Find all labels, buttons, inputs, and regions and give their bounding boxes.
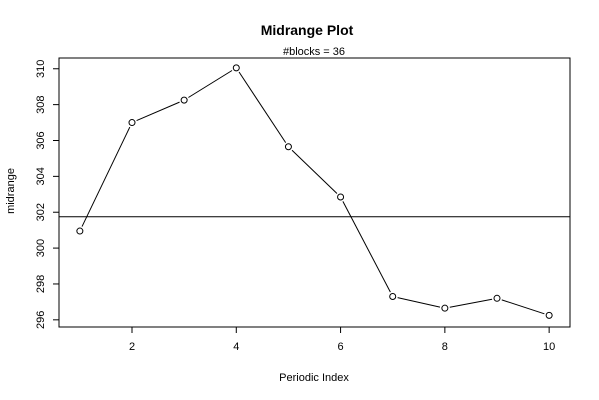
data-point	[545, 311, 553, 319]
plot-frame	[58, 57, 571, 328]
series-line-segment	[136, 101, 180, 122]
data-point	[284, 143, 292, 151]
y-tick-label: 304	[35, 167, 47, 185]
plot-area	[59, 64, 570, 319]
x-tick-label: 2	[129, 341, 135, 353]
series-line-segment	[81, 126, 131, 227]
series-line-segment	[397, 297, 441, 308]
x-tick-label: 4	[233, 341, 239, 353]
chart-subtitle: #blocks = 36	[283, 46, 345, 58]
series-line-segment	[238, 71, 287, 143]
data-point	[337, 193, 345, 201]
y-tick-label: 302	[35, 203, 47, 221]
x-axis: 2 4 6 8 10	[129, 327, 555, 353]
y-tick-label: 310	[35, 60, 47, 78]
y-tick-label: 300	[35, 239, 47, 257]
series-line-segment	[501, 299, 545, 315]
series-line-segment	[291, 149, 338, 194]
x-tick-label: 6	[338, 341, 344, 353]
series-line-segment	[449, 298, 493, 308]
x-tick-label: 8	[442, 341, 448, 353]
y-axis-label: midrange	[5, 168, 17, 214]
data-point	[493, 294, 501, 302]
data-point	[232, 64, 240, 72]
data-point	[128, 119, 136, 127]
data-point	[76, 227, 84, 235]
data-point	[441, 304, 449, 312]
series-line-segment	[188, 70, 233, 98]
y-tick-label: 308	[35, 95, 47, 113]
x-axis-label: Periodic Index	[279, 372, 349, 384]
x-tick-label: 10	[543, 341, 555, 353]
data-point	[389, 293, 397, 301]
y-tick-label: 306	[35, 131, 47, 149]
y-tick-label: 296	[35, 311, 47, 329]
chart-title: Midrange Plot	[261, 22, 354, 38]
series-line-segment	[342, 201, 391, 293]
y-axis: 296 298 300 302 304 306 308 310	[35, 60, 59, 329]
data-point	[180, 96, 188, 104]
y-tick-label: 298	[35, 275, 47, 293]
